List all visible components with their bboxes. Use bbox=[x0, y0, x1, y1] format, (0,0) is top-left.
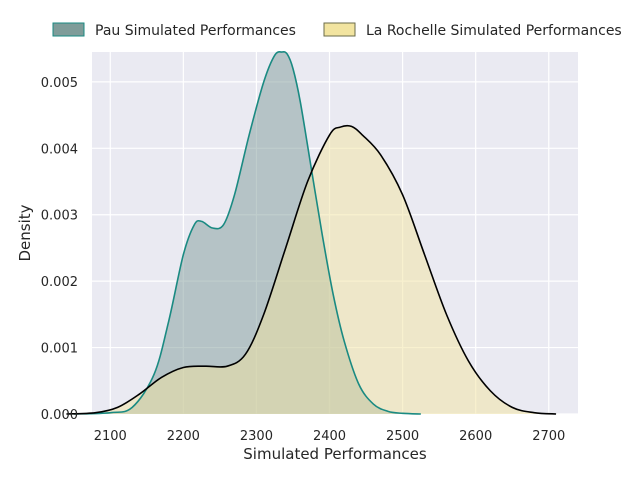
x-tick-label: 2700 bbox=[532, 429, 565, 444]
x-tick-label: 2200 bbox=[167, 429, 200, 444]
legend-swatch-pau bbox=[52, 22, 85, 37]
y-tick-label: 0.000 bbox=[41, 408, 78, 423]
y-tick-label: 0.004 bbox=[41, 142, 78, 157]
legend-label-la-rochelle: La Rochelle Simulated Performances bbox=[366, 23, 622, 39]
y-axis-ticks: 0.000 0.001 0.002 0.003 0.004 0.005 bbox=[41, 76, 78, 423]
x-tick-label: 2100 bbox=[94, 429, 127, 444]
legend: Pau Simulated Performances La Rochelle S… bbox=[52, 22, 622, 39]
x-tick-label: 2300 bbox=[240, 429, 273, 444]
y-tick-label: 0.005 bbox=[41, 76, 78, 91]
x-tick-label: 2600 bbox=[459, 429, 492, 444]
x-axis-ticks: 2100 2200 2300 2400 2500 2600 2700 bbox=[94, 429, 566, 444]
y-tick-label: 0.001 bbox=[41, 342, 78, 357]
y-axis-title: Density bbox=[16, 204, 34, 261]
y-tick-label: 0.002 bbox=[41, 275, 78, 290]
density-area-la-rochelle bbox=[66, 125, 557, 414]
density-line-pau bbox=[73, 51, 421, 415]
density-line-la-rochelle bbox=[66, 124, 557, 415]
legend-label-pau: Pau Simulated Performances bbox=[95, 23, 296, 39]
x-axis-title: Simulated Performances bbox=[243, 445, 427, 463]
y-tick-label: 0.003 bbox=[41, 209, 78, 224]
series-layer bbox=[66, 51, 557, 415]
legend-swatch-la-rochelle bbox=[323, 22, 356, 37]
x-tick-label: 2500 bbox=[386, 429, 419, 444]
x-tick-label: 2400 bbox=[313, 429, 346, 444]
